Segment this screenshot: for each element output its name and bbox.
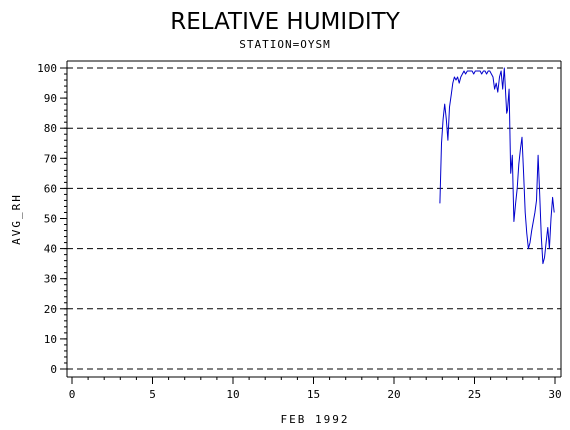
x-tick-label-20: 20 <box>387 388 400 401</box>
x-tick-label-0: 0 <box>69 388 76 401</box>
y-tick-label-60: 60 <box>44 182 57 195</box>
y-tick-label-20: 20 <box>44 303 57 316</box>
y-tick-label-80: 80 <box>44 122 57 135</box>
x-tick-label-5: 5 <box>149 388 156 401</box>
y-tick-label-30: 30 <box>44 273 57 286</box>
y-tick-label-10: 10 <box>44 333 57 346</box>
y-axis-label: AVG_RH <box>10 193 23 245</box>
y-tick-label-40: 40 <box>44 243 57 256</box>
chart-title: RELATIVE HUMIDITY <box>170 9 401 35</box>
x-tick-label-30: 30 <box>548 388 561 401</box>
tick-marks <box>60 67 556 384</box>
series-line-0 <box>439 67 555 265</box>
y-tick-label-100: 100 <box>37 62 57 75</box>
x-tick-label-15: 15 <box>307 388 320 401</box>
axes <box>66 60 562 378</box>
series-group <box>439 67 555 265</box>
y-tick-label-70: 70 <box>44 152 57 165</box>
x-axis-label: FEB 1992 <box>281 413 350 426</box>
tick-labels: 0 10 20 30 40 50 60 70 80 90 100 0 5 10 15 20 25 30 <box>37 62 562 401</box>
x-tick-label-25: 25 <box>468 388 481 401</box>
grid-lines <box>67 67 561 370</box>
y-tick-label-0: 0 <box>50 363 57 376</box>
x-tick-label-10: 10 <box>226 388 239 401</box>
chart-subtitle: STATION=OYSM <box>239 38 330 51</box>
y-tick-label-50: 50 <box>44 213 57 226</box>
y-tick-label-90: 90 <box>44 92 57 105</box>
